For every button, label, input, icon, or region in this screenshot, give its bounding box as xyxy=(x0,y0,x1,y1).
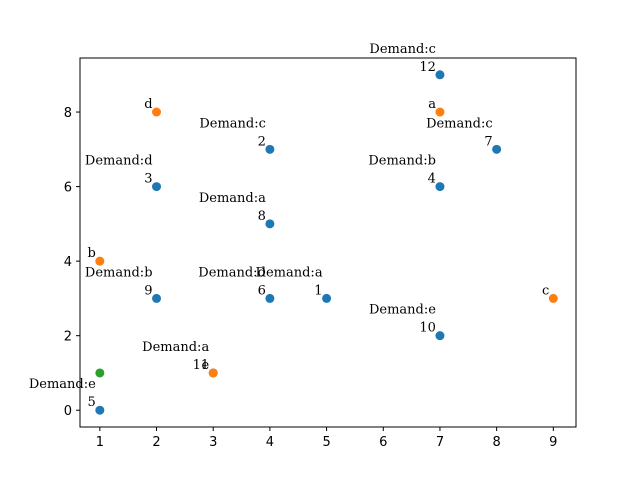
demand-label: Demand:c xyxy=(199,116,266,131)
point-label: 7 xyxy=(484,134,492,149)
data-point xyxy=(95,405,105,415)
x-tick-label: 9 xyxy=(549,435,557,450)
x-tick-label: 4 xyxy=(266,435,274,450)
data-point xyxy=(435,107,445,117)
demand-label: Demand:e xyxy=(29,377,96,392)
data-point xyxy=(152,107,162,117)
demand-label: Demand:d xyxy=(85,154,153,169)
demand-label: Demand:a xyxy=(142,340,209,355)
data-point xyxy=(152,293,162,303)
data-points xyxy=(95,70,558,415)
x-axis: 1 2 3 4 5 6 7 8 9 xyxy=(96,427,557,450)
y-tick-label: 2 xyxy=(64,330,72,345)
y-tick-label: 0 xyxy=(64,404,72,419)
demand-label: Demand:c xyxy=(426,116,493,131)
x-tick-label: 3 xyxy=(209,435,217,450)
x-tick-label: 6 xyxy=(379,435,387,450)
data-point xyxy=(265,219,275,229)
data-point xyxy=(322,293,332,303)
demand-label: Demand:b xyxy=(85,265,153,280)
data-point xyxy=(435,70,445,80)
point-label: 5 xyxy=(88,395,96,410)
point-label: a xyxy=(428,97,436,112)
data-point xyxy=(152,182,162,192)
x-tick-label: 5 xyxy=(322,435,330,450)
y-tick-label: 4 xyxy=(64,255,72,270)
point-label: e xyxy=(202,358,210,373)
point-label: 2 xyxy=(258,134,266,149)
point-label: d xyxy=(144,97,152,112)
demand-label: Demand:e xyxy=(369,303,436,318)
data-point xyxy=(95,368,105,378)
point-label: 3 xyxy=(144,172,152,187)
point-label: c xyxy=(542,283,549,298)
demand-label: Demand:b xyxy=(368,154,436,169)
y-axis: 0 2 4 6 8 xyxy=(64,106,80,419)
point-label: 10 xyxy=(419,321,436,336)
point-label: 6 xyxy=(258,283,266,298)
point-label: 11 xyxy=(193,358,210,373)
plot-frame xyxy=(79,57,577,428)
point-labels: 1 Demand:a 2 Demand:c 3 Demand:d 4 Demand:b 5 Dem… xyxy=(29,42,549,410)
data-point xyxy=(95,256,105,266)
demand-label: Demand:a xyxy=(199,191,266,206)
data-point xyxy=(435,182,445,192)
demand-label: Demand:c xyxy=(369,42,436,57)
data-point xyxy=(208,368,218,378)
data-point xyxy=(265,144,275,154)
y-tick-label: 6 xyxy=(64,181,72,196)
x-tick-label: 7 xyxy=(436,435,444,450)
data-point xyxy=(548,293,558,303)
demand-label: Demand:d xyxy=(198,265,266,280)
point-label: 8 xyxy=(258,209,266,224)
x-tick-label: 1 xyxy=(96,435,104,450)
point-label: 12 xyxy=(419,60,436,75)
point-label: 4 xyxy=(428,172,436,187)
data-point xyxy=(435,331,445,341)
data-point xyxy=(265,293,275,303)
data-point xyxy=(492,144,502,154)
demand-label: Demand:a xyxy=(256,265,323,280)
point-label: 1 xyxy=(314,283,322,298)
x-tick-label: 8 xyxy=(492,435,500,450)
point-label: 9 xyxy=(144,283,152,298)
point-label: b xyxy=(88,246,96,261)
y-tick-label: 8 xyxy=(64,106,72,121)
x-tick-label: 2 xyxy=(152,435,160,450)
